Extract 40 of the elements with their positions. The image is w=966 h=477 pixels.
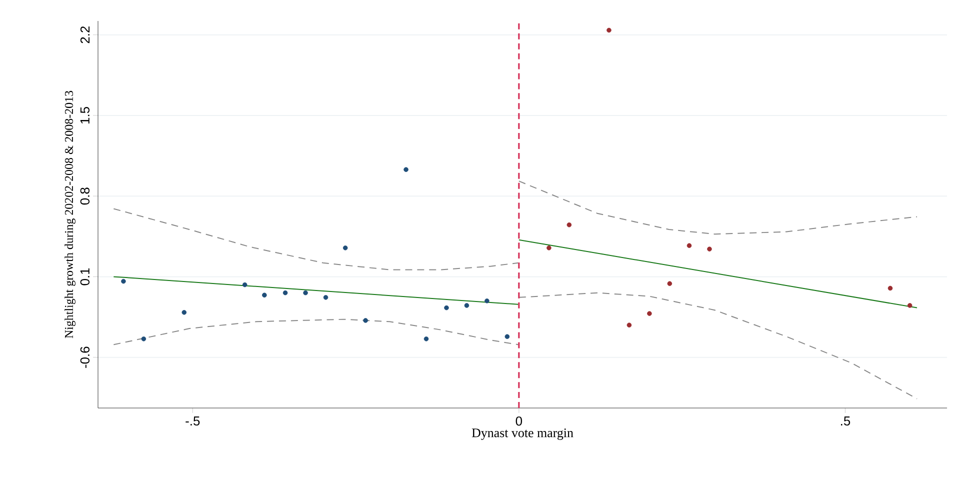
- point: [242, 282, 248, 288]
- y-tick-label: 2.2: [80, 26, 90, 44]
- point: [404, 167, 408, 172]
- line-series: [518, 292, 918, 400]
- point: [182, 310, 187, 315]
- point: [686, 243, 692, 248]
- y-tick-label: 1.5: [80, 106, 90, 124]
- point: [626, 322, 632, 328]
- point: [141, 336, 146, 342]
- point: [262, 292, 267, 298]
- point: [907, 303, 912, 308]
- y-tick-label: 0.8: [80, 188, 90, 205]
- line-series: [113, 208, 519, 270]
- point: [647, 311, 652, 316]
- line-series: [518, 180, 918, 235]
- x-tick-label: -.5: [186, 416, 200, 426]
- point: [363, 318, 368, 323]
- point: [606, 28, 612, 33]
- point: [303, 290, 308, 296]
- point: [546, 246, 552, 250]
- point: [282, 290, 288, 296]
- point: [504, 334, 510, 339]
- point: [424, 336, 429, 342]
- x-axis-title: Dynast vote margin: [472, 428, 574, 440]
- point: [888, 286, 893, 291]
- line-series: [113, 318, 519, 346]
- point: [323, 295, 328, 300]
- point: [484, 298, 490, 304]
- point: [566, 222, 572, 228]
- x-tick-label: .5: [841, 416, 850, 426]
- y-tick-label: 0.1: [80, 268, 90, 286]
- point: [121, 278, 126, 284]
- x-tick-label: 0: [516, 416, 522, 426]
- point: [464, 303, 470, 308]
- point: [667, 281, 672, 286]
- point: [342, 246, 348, 250]
- point: [444, 305, 449, 310]
- y-tick-label: -0.6: [80, 346, 90, 368]
- point: [707, 246, 712, 252]
- y-axis-title: Nightlight growth during 20202-2008 & 2008-2013: [64, 90, 76, 338]
